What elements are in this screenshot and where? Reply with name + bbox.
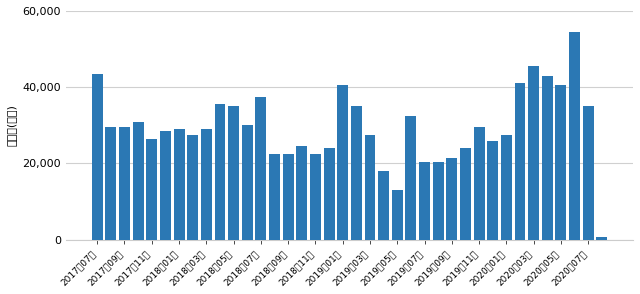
Bar (269, 154, 280, 240)
Bar (310, 154, 321, 240)
Bar (92, 74, 102, 240)
Bar (132, 121, 143, 240)
Bar (596, 238, 607, 240)
Bar (515, 83, 525, 240)
Bar (419, 162, 430, 240)
Bar (255, 97, 266, 240)
Bar (106, 127, 116, 240)
Bar (556, 85, 566, 240)
Bar (474, 127, 484, 240)
Bar (147, 139, 157, 240)
Y-axis label: 거래량(건수): 거래량(건수) (7, 104, 17, 146)
Bar (351, 106, 362, 240)
Bar (569, 32, 580, 240)
Bar (119, 127, 130, 240)
Bar (214, 104, 225, 240)
Bar (365, 135, 376, 240)
Bar (337, 85, 348, 240)
Bar (405, 116, 417, 240)
Bar (487, 141, 498, 240)
Bar (460, 148, 471, 240)
Bar (173, 129, 184, 240)
Bar (324, 148, 335, 240)
Bar (296, 146, 307, 240)
Bar (528, 66, 539, 240)
Bar (228, 106, 239, 240)
Bar (160, 131, 171, 240)
Bar (188, 135, 198, 240)
Bar (433, 162, 444, 240)
Bar (378, 171, 389, 240)
Bar (446, 158, 457, 240)
Bar (501, 135, 512, 240)
Bar (392, 190, 403, 240)
Bar (583, 106, 594, 240)
Bar (201, 129, 212, 240)
Bar (542, 76, 553, 240)
Bar (283, 154, 294, 240)
Bar (242, 125, 253, 240)
